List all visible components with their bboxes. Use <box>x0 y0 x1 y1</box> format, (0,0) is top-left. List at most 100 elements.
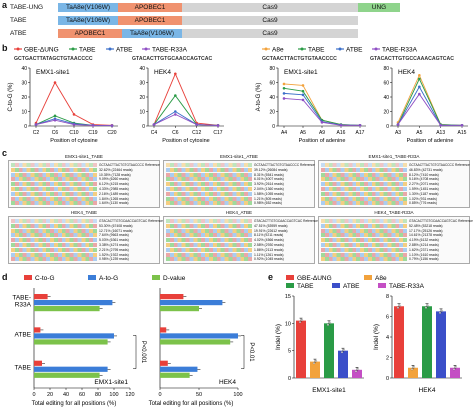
sequence-row <box>321 233 407 238</box>
x-tick-label: A16 <box>337 130 346 136</box>
data-point <box>301 84 305 87</box>
sequence-row <box>321 167 407 172</box>
series-line <box>397 93 462 126</box>
sequence-row <box>11 257 97 262</box>
chart-title: EMX1-site1 <box>94 379 128 386</box>
chart-title: HEK4 <box>219 379 236 386</box>
bar <box>34 372 100 378</box>
legend-left: GBE-ΔUNG TABE ATBE TABE-R33A <box>14 47 188 54</box>
x-tick-label: A5 <box>300 130 306 136</box>
sequence-row <box>11 177 97 182</box>
x-axis-label: Position of cytosine <box>162 138 209 144</box>
data-point <box>282 97 286 100</box>
bar <box>34 333 114 339</box>
bar <box>34 360 42 366</box>
x-tick-label: C4 <box>151 130 158 136</box>
read-percentage: 2.16% (1489 reads) <box>99 191 129 196</box>
x-axis-label: Total editing for all positions (%) <box>32 401 117 407</box>
sequence-row <box>11 201 97 206</box>
line-chart: 0 10 20 30 40 C4 C6 C12 C17 Position of cytosine H… <box>139 66 224 144</box>
read-percentage: 1.84% (1265 reads) <box>99 196 129 201</box>
alignment-title: EMX1-site1_ATBE <box>220 154 258 159</box>
read-percentage: 5.16% (4708 reads) <box>409 177 439 182</box>
reference-label: GTACACTTGTGCAACCAGTCAC Reference <box>254 219 318 223</box>
read-percentage: 6.12% (4215 reads) <box>99 182 129 187</box>
alignment-title: HEK4_TABE-R33A <box>374 210 414 215</box>
series-line <box>153 72 219 126</box>
construct-block: TaA8e(V106W) <box>58 16 118 25</box>
y-tick-label: 80 <box>269 66 275 72</box>
y-tick-label: 2 <box>386 356 389 362</box>
data-point <box>152 123 156 126</box>
sequence-row <box>11 228 97 233</box>
sequence-row <box>166 223 252 228</box>
x-tick-label: 60 <box>79 392 85 398</box>
bar <box>310 361 320 378</box>
bar <box>160 366 198 372</box>
legend-label: A8e <box>272 47 284 54</box>
sequence-row <box>166 257 252 262</box>
legend-label: A8e <box>375 275 387 282</box>
read-percentage: 12.71% (16071 reads) <box>99 228 133 233</box>
sequence-row <box>321 177 407 182</box>
target-sequence: GCTGACTTATAGCTGTAACCCC <box>14 56 93 62</box>
construct-block: Cas9 <box>182 16 358 25</box>
legend-label: TABE-R33A <box>152 47 188 54</box>
panel-b-line-charts: 0 10 20 30 40 C2 C6 C10 C19 C20 Position of cytosi… <box>8 66 468 144</box>
read-percentage: 0.98% (652 reads) <box>254 201 282 206</box>
read-percentage: 17.17% (25126 reads) <box>409 228 443 233</box>
y-tick-label: 40 <box>269 95 275 101</box>
legend-label: TABE-R33A <box>389 283 425 290</box>
read-percentage: 1.64% (1130 reads) <box>99 201 129 206</box>
sequence-row <box>11 247 97 252</box>
panel-a-label: a <box>2 0 8 10</box>
construct-block: APOBEC1 <box>118 16 182 25</box>
x-tick-label: 0 <box>158 392 161 398</box>
replicate-point <box>342 349 346 352</box>
bar <box>422 306 432 378</box>
alignment-box: EMX1-site1_TABE-R33A GCTAACTTACTGTGTAACCC… <box>318 154 470 208</box>
y-tick-label: 20 <box>383 109 389 115</box>
data-point <box>460 123 464 127</box>
bar <box>34 327 41 333</box>
target-sequence: GTACACTTGTGCAACCAGTCAC <box>132 56 213 62</box>
alignment-box: HEK4_ATBE GTACACTTGTGCAACCAGTCAC Referenc… <box>163 210 318 264</box>
x-tick-label: C17 <box>213 130 222 136</box>
p-value-label: P<0.01 <box>248 342 254 362</box>
data-point <box>301 93 305 97</box>
legend-swatch <box>88 275 96 280</box>
chart-title: HEK4 <box>398 69 415 76</box>
legend-label: TABE <box>308 47 325 54</box>
reference-label: GCTAACTTACTGTGTAACCCC Reference <box>254 163 315 167</box>
data-point <box>301 98 305 102</box>
sequence-row <box>11 238 97 243</box>
p-value-label: P<0.001 <box>140 341 146 364</box>
chart-title: EMX1-site1 <box>36 69 70 76</box>
bar <box>338 350 348 378</box>
sequence-row <box>321 243 407 247</box>
bar <box>34 339 108 345</box>
significance-bracket <box>241 335 245 369</box>
x-tick-label: A13 <box>436 130 445 136</box>
replicate-point <box>340 351 344 354</box>
read-percentage: 2.27% (2071 reads) <box>409 182 439 187</box>
sequence-row <box>166 187 252 191</box>
replicate-point <box>396 306 400 309</box>
x-tick-label: A17 <box>356 130 365 136</box>
y-tick-label: 40 <box>383 95 389 101</box>
alignment-title: HEK4_TABE <box>70 210 98 215</box>
x-tick-label: C19 <box>88 130 97 136</box>
construct-block: TaA8e(V106W) <box>58 3 118 12</box>
replicate-point <box>312 362 316 365</box>
read-percentage: 1.10% (1610 reads) <box>409 252 439 257</box>
sequence-row <box>11 219 97 223</box>
sequence-row <box>11 191 97 196</box>
data-point <box>72 113 76 116</box>
sequence-row <box>166 177 252 182</box>
reference-label: GCTAACTTACTGTGTAACCCC Reference <box>99 163 160 167</box>
data-point <box>418 85 421 89</box>
data-point <box>418 77 421 81</box>
x-tick-label: C12 <box>192 130 201 136</box>
read-percentage: 5.03% (6361 reads) <box>99 238 129 243</box>
y-tick-label: 30 <box>139 80 145 86</box>
